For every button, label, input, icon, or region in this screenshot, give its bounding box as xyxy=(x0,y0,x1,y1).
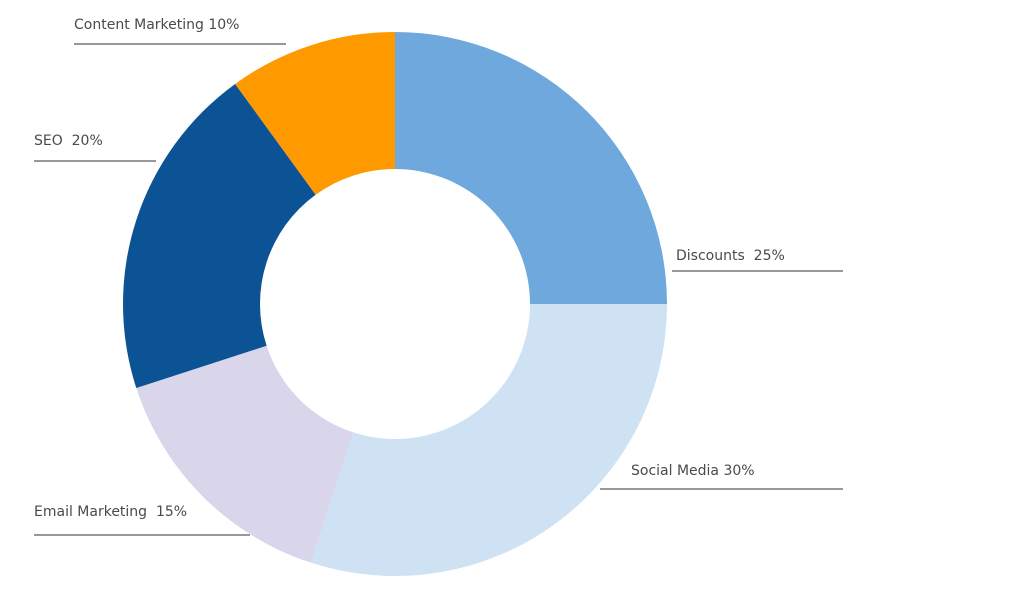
slice-email-marketing xyxy=(136,345,354,563)
slice-labels: Discounts 25% Social Media 30% Email Marke… xyxy=(34,17,843,536)
slice-seo xyxy=(122,83,316,389)
slice-content-marketing xyxy=(235,32,395,195)
slice-label-discounts: Discounts 25% xyxy=(676,248,785,264)
slice-label-seo: SEO 20% xyxy=(34,133,103,149)
slice-discounts xyxy=(395,32,667,304)
slice-social-media xyxy=(310,304,667,577)
slice-label-social-media: Social Media 30% xyxy=(631,463,755,479)
slice-label-email-marketing: Email Marketing 15% xyxy=(34,504,187,520)
donut-slices xyxy=(122,32,667,577)
slice-label-content-marketing: Content Marketing 10% xyxy=(74,17,239,33)
